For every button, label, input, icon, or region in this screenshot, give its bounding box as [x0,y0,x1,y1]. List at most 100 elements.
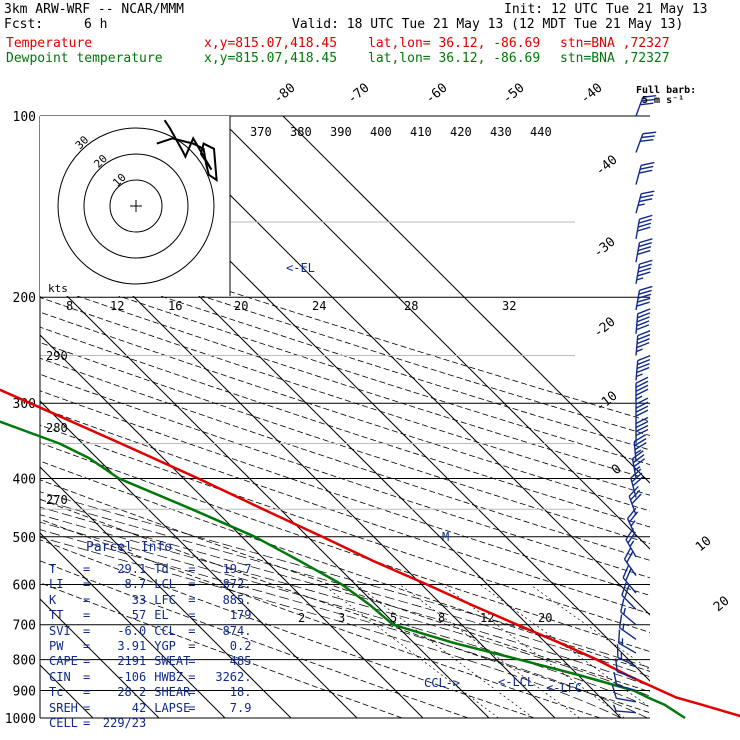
parcel-value: -6.0 [117,623,147,638]
isotherm-line [216,116,650,550]
parcel-row: SREH = 42 LAPSE= 7.9 [49,701,259,716]
wind-barb-staff [635,360,639,381]
temperature-xy: x,y=815.07,418.45 [204,36,338,51]
wind-barb-flag [637,245,652,252]
wind-barb-flag [635,428,649,437]
wind-barb-flag [638,263,652,269]
isotherm-top-label: -60 [423,80,451,107]
wind-barb [635,238,653,263]
wind-barb-flag [641,98,655,102]
wind-barb-flag [624,585,630,599]
wind-barb-staff [635,133,644,153]
moist-adiabat-line [40,514,650,697]
pressure-tick-label: 500 [13,531,36,546]
wind-barb-staff [616,710,637,714]
mixing-ratio-label: 20 [538,611,552,625]
wind-barb-flag [630,468,642,479]
wind-barb-half [636,373,643,378]
parcel-label: PW [49,639,64,653]
theta-low-label: 270 [46,493,68,507]
parcel-equals: = [83,716,91,730]
wind-barb [612,704,637,714]
wind-barb-staff [635,335,639,356]
parcel-value: 179 [229,608,252,623]
wind-barb-half [623,607,626,615]
parcel-equals: = [83,669,91,684]
parcel-label: TT [49,608,64,623]
parcel-value: 33 [131,592,147,607]
wind-barb-flag [638,198,653,203]
sounding-series [0,388,740,720]
mixing-ratio-line [355,584,534,718]
theta-label: 430 [490,125,512,139]
wind-barb-flag [638,289,652,295]
mixing-ratio-label: 3 [338,611,345,625]
pressure-tick-label: 1000 [5,712,36,727]
wind-barb-flag [640,139,654,142]
parcel-label: SVI [49,623,71,638]
parcel-equals: = [188,623,196,638]
wind-barb-flag [635,420,649,429]
wind-barb-flag [638,218,652,224]
wind-barb [626,507,639,538]
temperature-profile [0,388,740,718]
wind-barb-flag [638,242,652,248]
wind-barb-half [636,348,643,353]
parcel-value: 29.1 [117,562,147,576]
parcel-label: T [49,562,57,576]
forecast-hour: 6 h [84,17,108,32]
parcel-equals: = [188,669,196,684]
parcel-value: 28.2 [117,685,147,700]
wind-barb [635,376,649,404]
wind-barb-half [621,638,624,646]
mixing-ratio-line [399,584,580,718]
wind-barb-flag [616,644,619,658]
parcel-label: YGP [154,639,176,653]
mixing-ratio-line [529,584,650,671]
wind-barb-flag [637,267,652,273]
wind-barb-staff [635,313,639,334]
isotherm-line [40,400,358,718]
theta-label: 390 [330,125,352,139]
hodograph-ring [83,153,189,259]
parcel-label: Td [154,562,169,576]
wind-barb-staff [635,165,642,185]
wind-barb [625,527,637,558]
theta-e-label: 24 [312,299,326,313]
wind-barb-flag [633,458,646,468]
parcel-label: K [49,592,57,607]
moist-adiabat-line [40,506,650,687]
parcel-label: LFC [154,592,176,607]
parcel-value: 874. [222,623,252,638]
theta-label: 420 [450,125,472,139]
wind-barb-flag [640,165,654,170]
parcel-value: 19.7 [222,562,252,576]
dry-adiabat-line [40,373,650,579]
theta-label: 440 [530,125,552,139]
parcel-value: -8.7 [117,577,147,592]
parcel-value: 7.9 [229,700,252,715]
dewpoint-legend-label: Dewpoint temperature [6,51,163,66]
theta-label: 410 [410,125,432,139]
wind-barb [635,330,651,356]
barb-legend-line2: 5 m s⁻¹ [642,95,685,106]
parcel-label: SWEAT [154,654,191,669]
wind-barb-half [629,540,635,547]
mixing-ratio-line [479,584,650,708]
wind-barb [635,259,653,284]
wind-barb [614,658,637,680]
parcel-label: CAPE [49,654,78,669]
isotherm-line [40,532,226,718]
wind-barb-flag [613,671,618,686]
parcel-row: SVI = -6.0 CCL = 874. [49,624,259,639]
wind-barb-flag [618,614,623,628]
wind-barb-flag [636,362,650,370]
wind-barb-staff [635,290,641,311]
theta-e-label: 8 [66,299,73,313]
moist-adiabat-line [40,529,648,718]
parcel-label: LCL [154,577,176,592]
temperature-latlon: lat,lon= 36.12, -86.69 [368,36,541,51]
wind-barb-flag [633,434,647,443]
dry-adiabat-line [40,560,469,718]
